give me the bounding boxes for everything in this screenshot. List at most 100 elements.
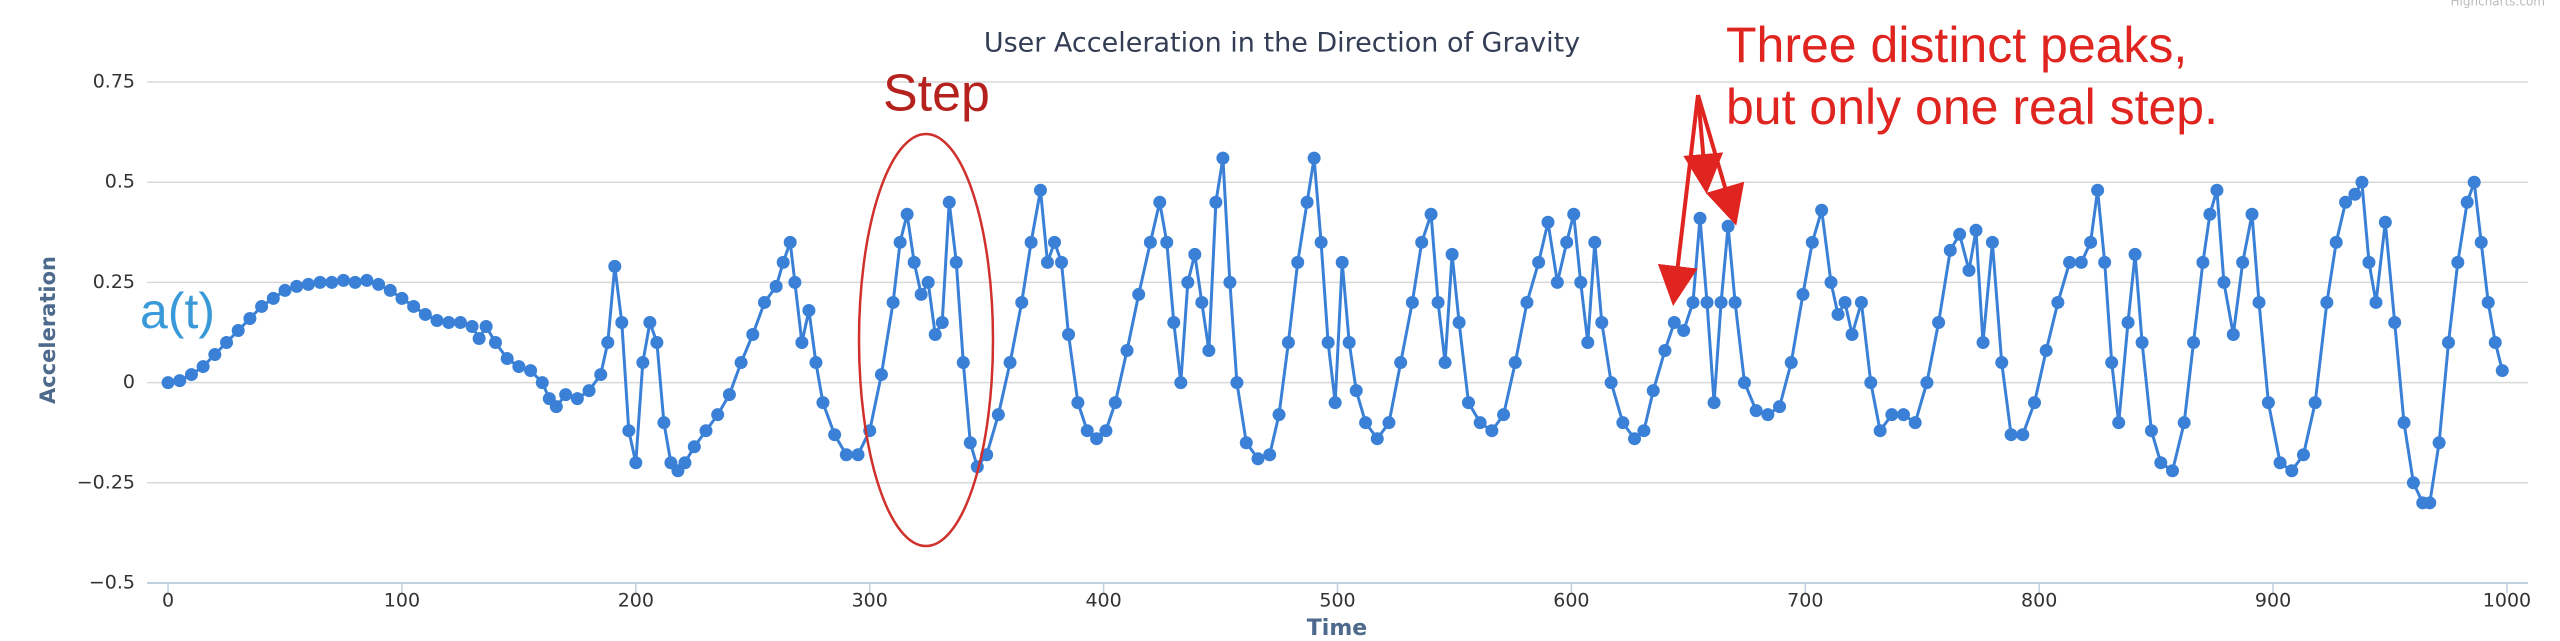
data-point: [2348, 187, 2362, 201]
data-point: [1209, 195, 1223, 209]
data-point: [2210, 183, 2224, 197]
data-point: [2273, 456, 2287, 470]
data-point: [383, 283, 397, 297]
y-tick-label: 0: [123, 371, 135, 393]
data-point: [2261, 396, 2275, 410]
data-point: [1424, 207, 1438, 221]
data-point: [2362, 255, 2376, 269]
data-point: [2165, 464, 2179, 478]
data-point: [173, 374, 187, 388]
y-tick-label: 0.5: [105, 171, 135, 193]
data-point: [2388, 315, 2402, 329]
data-point: [2135, 336, 2149, 350]
data-point: [942, 195, 956, 209]
data-point: [1143, 235, 1157, 249]
data-point: [407, 299, 421, 313]
series-annotation: a(t): [140, 283, 215, 339]
data-point: [1382, 416, 1396, 430]
data-point: [1714, 295, 1728, 309]
data-point: [2217, 275, 2231, 289]
data-point: [2378, 215, 2392, 229]
data-point: [1686, 295, 1700, 309]
data-point: [2039, 344, 2053, 358]
data-point: [1040, 255, 1054, 269]
step-annotation: Step: [883, 65, 990, 123]
data-point: [2285, 464, 2299, 478]
data-point: [1541, 215, 1555, 229]
data-point: [1728, 295, 1742, 309]
plot-area: −0.5 −0.25 0 0.25 0.5 0.75 0 100 200 300 400 500 600…: [77, 71, 2531, 612]
data-point: [1202, 344, 1216, 358]
data-point: [1864, 376, 1878, 390]
data-point: [1405, 295, 1419, 309]
data-point: [1062, 328, 1076, 342]
data-point: [2027, 396, 2041, 410]
data-point: [2495, 364, 2509, 378]
data-point: [1415, 235, 1429, 249]
data-point: [2406, 476, 2420, 490]
data-point: [2467, 175, 2481, 189]
data-point: [1452, 315, 1466, 329]
data-point: [1230, 376, 1244, 390]
data-point: [746, 328, 760, 342]
data-point: [336, 273, 350, 287]
data-point: [453, 315, 467, 329]
data-point: [2051, 295, 2065, 309]
chart-title: User Acceleration in the Direction of Gr…: [984, 28, 1580, 59]
data-point: [1120, 344, 1134, 358]
data-point: [1090, 432, 1104, 446]
data-point: [643, 315, 657, 329]
data-point: [1700, 295, 1714, 309]
data-point: [1300, 195, 1314, 209]
y-tick-label: −0.5: [89, 572, 135, 594]
data-point: [795, 336, 809, 350]
data-point: [1485, 424, 1499, 438]
data-point: [2451, 255, 2465, 269]
data-point: [1335, 255, 1349, 269]
data-point: [220, 336, 234, 350]
data-point: [2252, 295, 2266, 309]
data-point: [839, 448, 853, 462]
data-point: [1854, 295, 1868, 309]
data-point: [949, 255, 963, 269]
x-tick-label: 700: [1787, 590, 1823, 612]
data-point: [956, 356, 970, 370]
data-point: [1497, 408, 1511, 422]
data-point: [1773, 400, 1787, 414]
data-point: [2084, 235, 2098, 249]
data-point: [2320, 295, 2334, 309]
data-point: [442, 315, 456, 329]
data-point: [479, 319, 493, 333]
data-point: [1550, 275, 1564, 289]
data-point: [828, 428, 842, 442]
data-point: [734, 356, 748, 370]
data-point: [1024, 235, 1038, 249]
data-point: [524, 364, 538, 378]
data-point: [874, 368, 888, 382]
data-point: [2339, 195, 2353, 209]
data-point: [2432, 436, 2446, 450]
data-point: [208, 348, 222, 362]
data-point: [1838, 295, 1852, 309]
data-point: [360, 273, 374, 287]
data-point: [1897, 408, 1911, 422]
data-point: [325, 275, 339, 289]
data-point: [1637, 424, 1651, 438]
peaks-annotation: Three distinct peaks,: [1726, 17, 2187, 73]
data-point: [1707, 396, 1721, 410]
data-point: [2063, 255, 2077, 269]
data-point: [1445, 247, 1459, 261]
data-point: [161, 376, 175, 390]
data-point: [2481, 295, 2495, 309]
data-point: [1314, 235, 1328, 249]
data-point: [582, 384, 596, 398]
data-point: [2226, 328, 2240, 342]
peaks-annotation: but only one real step.: [1726, 79, 2218, 135]
data-point: [313, 275, 327, 289]
data-point: [1508, 356, 1522, 370]
data-point: [1962, 263, 1976, 277]
data-point: [430, 313, 444, 327]
data-point: [678, 456, 692, 470]
data-point: [1272, 408, 1286, 422]
